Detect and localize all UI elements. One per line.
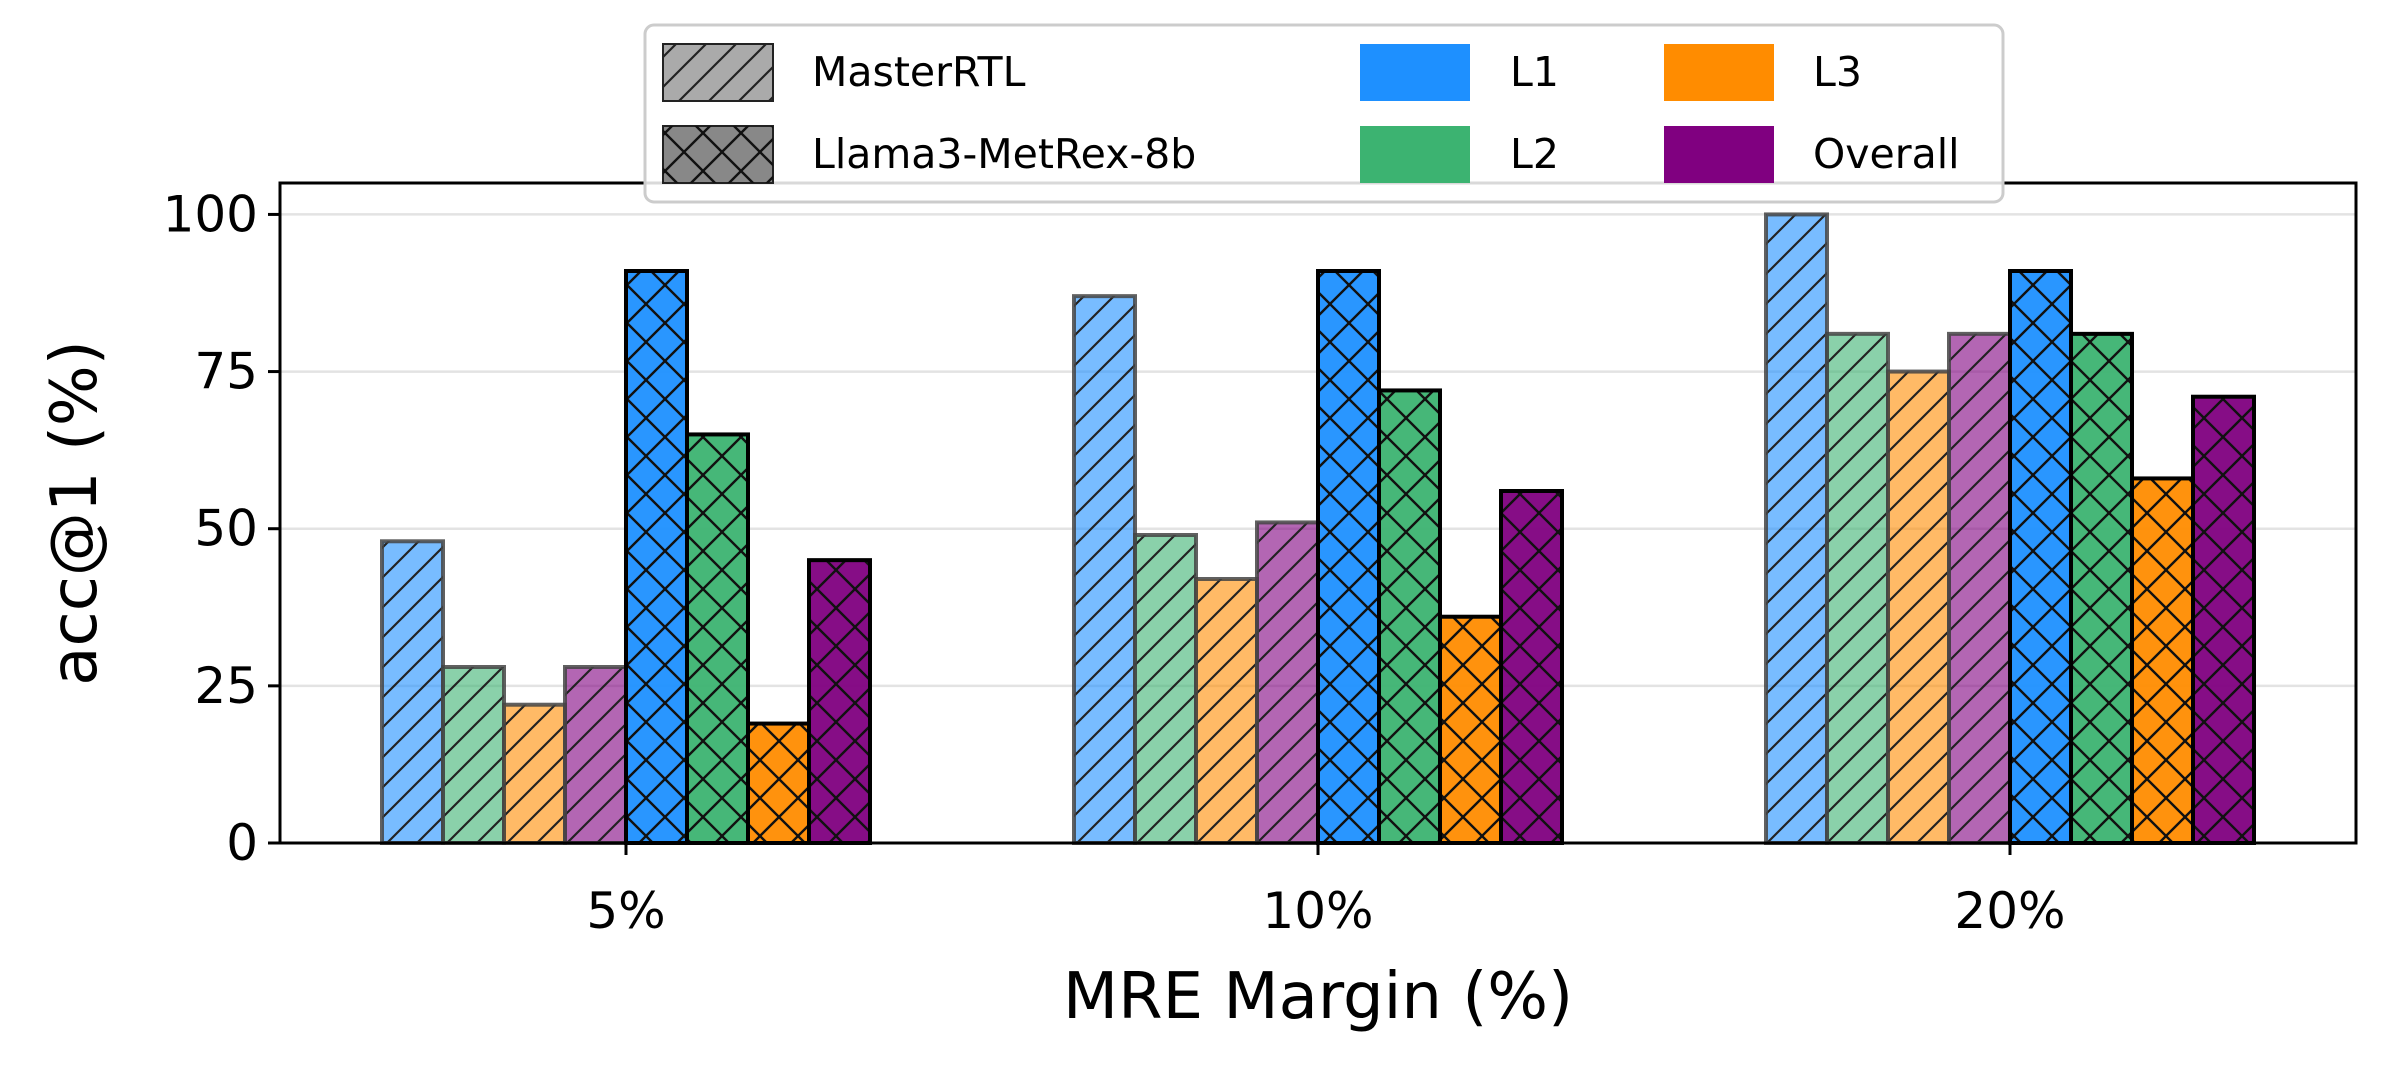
bar-llama3-metrex-8b-l1-5-hatch (626, 271, 687, 843)
bar-llama3-metrex-8b-l2-10 (1377, 388, 1442, 845)
x-tick-label: 10% (1262, 882, 1373, 940)
bar-llama3-metrex-8b-l1-10 (1316, 269, 1381, 845)
bar-masterrtl-overall-10 (1255, 520, 1320, 846)
bar-masterrtl-l2-20 (1825, 331, 1890, 845)
bar-llama3-metrex-8b-l3-10 (1438, 614, 1503, 846)
x-axis-ticks: 5% 10% 20% (586, 843, 2066, 940)
bar-llama3-metrex-8b-l2-20-hatch (2071, 333, 2132, 843)
bar-llama3-metrex-8b-overall-10 (1499, 489, 1564, 845)
bar-llama3-metrex-8b-overall-5-hatch (809, 560, 870, 843)
bar-masterrtl-l1-5-hatch (382, 541, 443, 843)
bar-llama3-metrex-8b-overall-5 (807, 558, 872, 846)
bar-masterrtl-l3-20-hatch (1888, 371, 1949, 843)
bar-llama3-metrex-8b-l1-20 (2008, 269, 2073, 845)
y-axis-title: acc@1 (%) (38, 340, 112, 685)
bar-masterrtl-l3-5-hatch (504, 704, 565, 843)
bar-llama3-metrex-8b-overall-20 (2191, 394, 2256, 845)
bar-llama3-metrex-8b-l1-20-hatch (2010, 271, 2071, 843)
x-axis-title: MRE Margin (%) (1063, 960, 1573, 1034)
bar-masterrtl-l3-10 (1194, 577, 1259, 845)
legend-hatch-masterrtl (663, 44, 773, 101)
legend-label-l1: L1 (1510, 48, 1559, 96)
bar-llama3-metrex-8b-l3-10-hatch (1440, 616, 1501, 843)
bar-llama3-metrex-8b-l3-5 (746, 721, 811, 845)
bar-llama3-metrex-8b-l2-5-hatch (687, 434, 748, 843)
bar-llama3-metrex-8b-l2-20 (2069, 331, 2134, 845)
legend-label-l2: L2 (1510, 130, 1559, 178)
x-tick-label: 5% (586, 882, 665, 940)
legend-swatch-l3 (1664, 44, 1774, 101)
y-tick-label: 0 (226, 814, 258, 872)
bars (380, 212, 2256, 846)
bar-masterrtl-l1-10-hatch (1074, 296, 1135, 844)
bar-masterrtl-l3-10-hatch (1196, 579, 1257, 843)
bar-masterrtl-l2-5-hatch (443, 667, 504, 843)
bar-masterrtl-l1-20-hatch (1766, 214, 1827, 843)
legend-frame (643, 23, 2005, 204)
bar-masterrtl-l2-10-hatch (1135, 535, 1196, 843)
bar-masterrtl-overall-5-hatch (565, 667, 626, 843)
bar-masterrtl-l1-20 (1764, 212, 1829, 845)
legend-hatch-llama3 (663, 126, 773, 183)
y-tick-label: 50 (194, 500, 258, 558)
legend-label-masterrtl: MasterRTL (812, 48, 1026, 96)
bar-masterrtl-l2-20-hatch (1827, 333, 1888, 843)
legend-swatch-overall (1664, 126, 1774, 183)
bar-masterrtl-overall-5 (563, 665, 628, 845)
bar-masterrtl-l1-10 (1072, 294, 1137, 845)
legend-label-l3: L3 (1813, 48, 1862, 96)
bar-llama3-metrex-8b-l2-10-hatch (1379, 390, 1440, 843)
bar-masterrtl-overall-10-hatch (1257, 522, 1318, 843)
legend-label-llama3: Llama3-MetRex-8b (812, 130, 1196, 178)
bar-llama3-metrex-8b-overall-20-hatch (2193, 396, 2254, 843)
bar-masterrtl-l2-5 (441, 665, 506, 845)
legend-swatch-l1 (1360, 44, 1470, 101)
bar-llama3-metrex-8b-l1-10-hatch (1318, 271, 1379, 843)
bar-masterrtl-l2-10 (1133, 533, 1198, 845)
bar-llama3-metrex-8b-l2-5 (685, 432, 750, 845)
bar-llama3-metrex-8b-overall-10-hatch (1501, 491, 1562, 843)
bar-llama3-metrex-8b-l3-20 (2130, 476, 2195, 845)
y-axis-ticks: 0 25 50 75 100 (163, 185, 280, 872)
bar-llama3-metrex-8b-l3-20-hatch (2132, 478, 2193, 843)
legend: MasterRTL Llama3-MetRex-8b L1 L2 L3 Over… (643, 23, 2005, 204)
bar-masterrtl-l1-5 (380, 539, 445, 845)
bar-masterrtl-overall-20 (1947, 331, 2012, 845)
bar-llama3-metrex-8b-l3-5-hatch (748, 723, 809, 843)
bar-masterrtl-overall-20-hatch (1949, 333, 2010, 843)
bar-masterrtl-l3-5 (502, 702, 567, 846)
bar-llama3-metrex-8b-l1-5 (624, 269, 689, 845)
bar-masterrtl-l3-20 (1886, 369, 1951, 845)
x-tick-label: 20% (1954, 882, 2065, 940)
y-tick-label: 100 (163, 185, 258, 243)
legend-swatch-l2 (1360, 126, 1470, 183)
y-tick-label: 25 (194, 657, 258, 715)
legend-label-overall: Overall (1813, 130, 1960, 178)
y-tick-label: 75 (194, 343, 258, 401)
